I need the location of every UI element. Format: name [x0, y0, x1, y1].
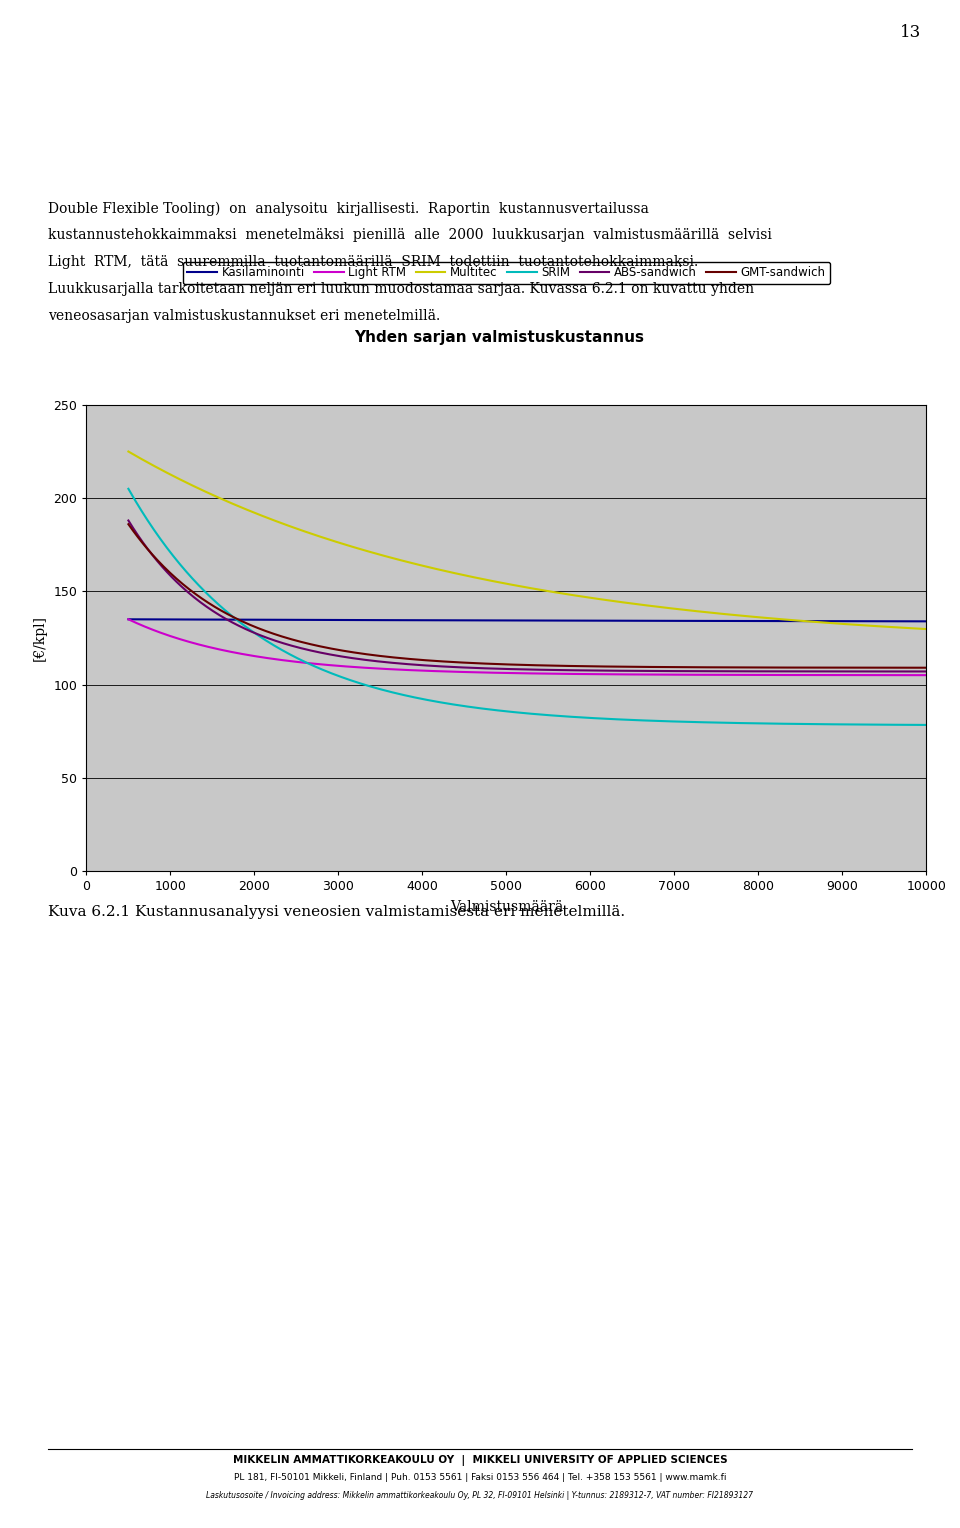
GMT-sandwich	[555, 657, 566, 675]
Text: Luukkusarjalla tarkoitetaan neljän eri luukun muodostamaa sarjaa. Kuvassa 6.2.1 : Luukkusarjalla tarkoitetaan neljän eri l…	[48, 281, 755, 296]
Text: Yhden sarjan valmistuskustannus: Yhden sarjan valmistuskustannus	[354, 330, 644, 345]
Multitec	[502, 575, 514, 593]
Text: Laskutusosoite / Invoicing address: Mikkelin ammattikorkeakoulu Oy, PL 32, FI-09: Laskutusosoite / Invoicing address: Mikk…	[206, 1491, 754, 1500]
Käsilaminointi	[555, 611, 566, 630]
GMT-sandwich	[901, 659, 913, 677]
ABS-sandwich	[123, 512, 134, 530]
Text: Light  RTM,  tätä  suuremmilla  tuotantomäärillä  SRIM  todettiin  tuotantotehok: Light RTM, tätä suuremmilla tuotantomäär…	[48, 255, 698, 269]
Line: SRIM: SRIM	[129, 489, 926, 724]
ABS-sandwich	[507, 660, 518, 678]
Light RTM	[123, 610, 134, 628]
Line: Multitec: Multitec	[129, 452, 926, 630]
ABS-sandwich	[901, 662, 913, 680]
Text: Double Flexible Tooling)  on  analysoitu  kirjallisesti.  Raportin  kustannusver: Double Flexible Tooling) on analysoitu k…	[48, 202, 649, 215]
SRIM	[598, 709, 610, 727]
SRIM	[507, 703, 518, 721]
Light RTM	[502, 663, 514, 681]
GMT-sandwich	[123, 515, 134, 533]
Line: Light RTM: Light RTM	[129, 619, 926, 675]
Multitec	[123, 443, 134, 461]
Light RTM	[598, 665, 610, 683]
Light RTM	[777, 666, 788, 685]
GMT-sandwich	[507, 656, 518, 674]
Text: Kuva 6.2.1 Kustannusanalyysi veneosien valmistamisesta eri menetelmillä.: Kuva 6.2.1 Kustannusanalyysi veneosien v…	[48, 905, 625, 918]
X-axis label: Valmistusmäärä: Valmistusmäärä	[450, 900, 563, 914]
SRIM	[777, 715, 788, 733]
Multitec	[507, 576, 518, 594]
SRIM	[502, 703, 514, 721]
Light RTM	[921, 666, 932, 685]
SRIM	[555, 707, 566, 726]
ABS-sandwich	[598, 662, 610, 680]
GMT-sandwich	[502, 656, 514, 674]
GMT-sandwich	[598, 657, 610, 675]
ABS-sandwich	[777, 662, 788, 680]
ABS-sandwich	[555, 662, 566, 680]
ABS-sandwich	[502, 660, 514, 678]
Text: 13: 13	[900, 24, 922, 41]
Line: GMT-sandwich: GMT-sandwich	[129, 524, 926, 668]
SRIM	[901, 715, 913, 733]
GMT-sandwich	[777, 659, 788, 677]
Line: ABS-sandwich: ABS-sandwich	[129, 521, 926, 671]
Käsilaminointi	[921, 613, 932, 631]
Käsilaminointi	[507, 611, 518, 630]
SRIM	[123, 480, 134, 498]
Käsilaminointi	[502, 611, 514, 630]
GMT-sandwich	[921, 659, 932, 677]
Multitec	[555, 584, 566, 602]
Multitec	[921, 620, 932, 639]
ABS-sandwich	[921, 662, 932, 680]
Light RTM	[507, 665, 518, 683]
Multitec	[598, 590, 610, 608]
Y-axis label: [€/kpl]: [€/kpl]	[33, 614, 46, 662]
Käsilaminointi	[901, 613, 913, 631]
Multitec	[777, 610, 788, 628]
Multitec	[901, 619, 913, 637]
Light RTM	[555, 665, 566, 683]
Legend: Käsilaminointi, Light RTM, Multitec, SRIM, ABS-sandwich, GMT-sandwich: Käsilaminointi, Light RTM, Multitec, SRI…	[182, 261, 830, 284]
Text: kustannustehokkaimmaksi  menetelmäksi  pienillä  alle  2000  luukkusarjan  valmi: kustannustehokkaimmaksi menetelmäksi pie…	[48, 228, 772, 243]
Käsilaminointi	[123, 610, 134, 628]
Text: veneosasarjan valmistuskustannukset eri menetelmillä.: veneosasarjan valmistuskustannukset eri …	[48, 309, 441, 322]
SRIM	[921, 715, 932, 733]
Line: Käsilaminointi: Käsilaminointi	[129, 619, 926, 622]
Käsilaminointi	[598, 611, 610, 630]
Text: PL 181, FI-50101 Mikkeli, Finland | Puh. 0153 5561 | Faksi 0153 556 464 | Tel. +: PL 181, FI-50101 Mikkeli, Finland | Puh.…	[233, 1473, 727, 1482]
Käsilaminointi	[777, 611, 788, 630]
Text: MIKKELIN AMMATTIKORKEAKOULU OY  |  MIKKELI UNIVERSITY OF APPLIED SCIENCES: MIKKELIN AMMATTIKORKEAKOULU OY | MIKKELI…	[232, 1455, 728, 1465]
Light RTM	[901, 666, 913, 685]
